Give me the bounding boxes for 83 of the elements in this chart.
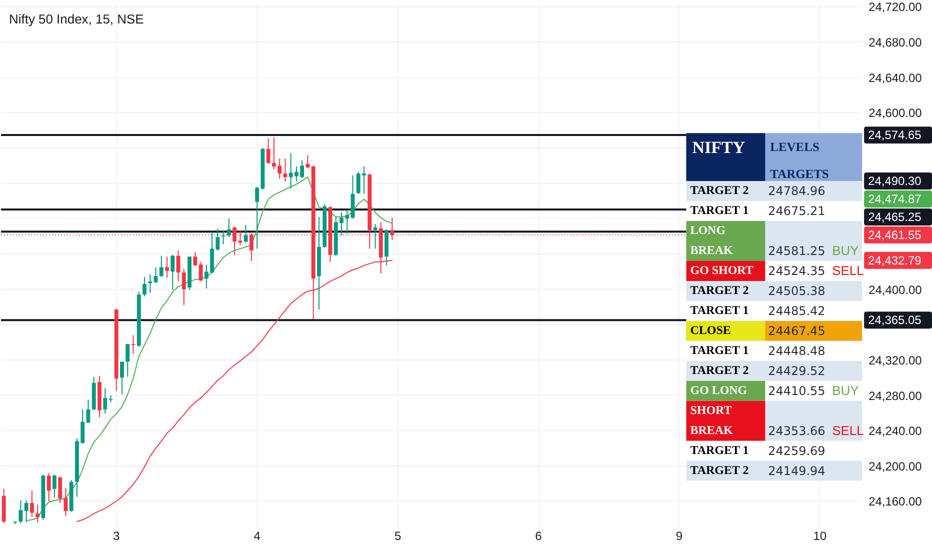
- text: NIFTY: [692, 138, 746, 158]
- category-label: TARGET 1: [690, 342, 749, 357]
- candlestick: [226, 218, 231, 238]
- category-label: CLOSE: [690, 322, 731, 337]
- category-label: TARGET 2: [690, 183, 749, 198]
- ref-line-label: 24,365.05: [868, 313, 922, 328]
- x-tick-label: 3: [113, 529, 120, 544]
- category-label: SELL: [832, 262, 864, 278]
- category-label: TARGET 2: [690, 362, 749, 377]
- x-tick-label: 10: [813, 529, 827, 544]
- candlestick: [159, 255, 164, 278]
- candlestick: [24, 500, 28, 523]
- ref-line-label: 24,461.55: [868, 228, 922, 242]
- candlestick: [244, 224, 248, 243]
- data-label: 24259.69: [768, 444, 826, 458]
- y-tick-label: 24,600.00: [868, 106, 922, 120]
- candlestick: [120, 361, 124, 395]
- data-label: 24505.38: [768, 284, 826, 298]
- data-label: 24581.25: [768, 244, 826, 258]
- candlestick: [176, 250, 180, 282]
- candlestick: [46, 472, 51, 502]
- x-tick-label: 9: [676, 529, 683, 544]
- candlestick: [52, 474, 56, 498]
- candlestick: [165, 256, 169, 278]
- data-label: 24448.48: [768, 344, 826, 358]
- text: Nifty 50 Index, 15, NSE: [8, 11, 144, 26]
- data-label: 24353.66: [768, 424, 826, 438]
- candlestick: [30, 490, 34, 518]
- y-tick-label: 24,320.00: [868, 353, 922, 368]
- candlestick: [142, 276, 146, 297]
- ref-line-label: 24,574.65: [868, 128, 922, 142]
- y-tick-label: 24,160.00: [868, 494, 922, 509]
- category-label: BUY: [832, 243, 859, 258]
- category-label: SELL: [832, 422, 864, 438]
- category-label: LONG BREAK: [690, 223, 733, 258]
- text: 24,432.79: [868, 253, 922, 268]
- category-label: TARGET 2: [690, 282, 749, 297]
- candlestick: [249, 233, 254, 262]
- y-tick-label: 24,200.00: [868, 459, 922, 474]
- candlestick: [58, 476, 62, 504]
- candlestick: [36, 504, 40, 523]
- data-label: 24410.55: [768, 384, 826, 398]
- candlestick: [126, 344, 130, 378]
- candlestick: [266, 138, 270, 164]
- text: LEVELS TARGETS: [770, 140, 829, 182]
- y-tick-label: 24,680.00: [868, 36, 922, 50]
- category-label: TARGET 1: [690, 302, 749, 317]
- data-label: 24467.45: [768, 324, 826, 338]
- x-tick-label: 5: [394, 529, 402, 544]
- ref-line-label: 24,490.30: [868, 174, 922, 188]
- y-tick-label: 24,280.00: [868, 388, 922, 403]
- y-tick-label: 24,720.00: [868, 0, 922, 14]
- candlestick: [283, 158, 288, 182]
- category-label: SHORT BREAK: [690, 402, 733, 437]
- data-label: 24429.52: [768, 364, 826, 378]
- candlestick: [221, 230, 226, 245]
- y-tick-label: 24,640.00: [868, 70, 922, 85]
- category-label: BUY: [832, 382, 859, 398]
- x-tick-label: 6: [535, 529, 542, 544]
- y-tick-label: 24,400.00: [868, 282, 922, 297]
- data-label: 24524.35: [768, 264, 826, 278]
- y-tick-label: 24,240.00: [868, 424, 922, 438]
- candlestick: [193, 252, 198, 266]
- category-label: TARGET 1: [690, 442, 749, 457]
- category-label: TARGET 1: [690, 203, 749, 218]
- data-label: 24485.42: [768, 304, 826, 318]
- candlestick: [18, 500, 23, 524]
- candlestick: [103, 388, 108, 414]
- x-tick-label: 4: [254, 529, 261, 544]
- candlestick: [198, 261, 203, 282]
- candlestick: [64, 487, 68, 517]
- ref-line-label: 24,465.25: [868, 210, 922, 224]
- data-label: 24784.96: [768, 184, 826, 198]
- data-label: 24149.94: [768, 464, 826, 478]
- candlestick: [131, 334, 136, 354]
- candlestick: [182, 268, 186, 306]
- data-label: 24675.21: [768, 204, 826, 218]
- category-label: TARGET 2: [690, 462, 749, 477]
- category-label: GO LONG: [690, 382, 748, 397]
- line-series: [26, 176, 393, 522]
- text: 24,474.87: [868, 192, 922, 206]
- candlestick: [170, 254, 175, 291]
- category-label: GO SHORT: [690, 262, 754, 277]
